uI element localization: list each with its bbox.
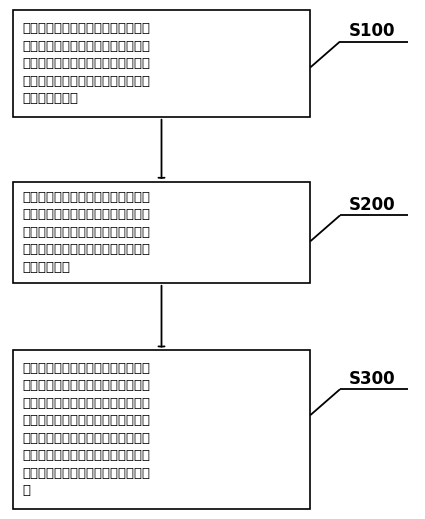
- Text: S300: S300: [348, 370, 395, 388]
- Text: S200: S200: [348, 196, 395, 214]
- Text: S100: S100: [348, 22, 395, 40]
- Bar: [13, 182, 310, 283]
- Bar: [13, 10, 310, 117]
- Text: 将该机器人当前所在位置的一周环境
距离信息与该机器人当前所在位置的
位置信息相对应的一周环境距离信息
进行匹配，当失败时则将通过惯性导
航装置获取该机器人当前所: 将该机器人当前所在位置的一周环境 距离信息与该机器人当前所在位置的 位置信息相对…: [22, 362, 150, 497]
- Bar: [13, 350, 310, 509]
- Text: 机器人在当前室内地面上行走时，通
过惯性导航装置获取该机器人当前所
在位置的位置信息，并通过红外测距
传感器装置获取当前所在位置的一周
环境距离信息: 机器人在当前室内地面上行走时，通 过惯性导航装置获取该机器人当前所 在位置的位置…: [22, 191, 150, 274]
- Text: 当机器人检测到用户选定当前室内环
境为初次行走环境的确认指令时，则
存储当前室内地面上所有位置点的位
置信息和与每一位置信息相对应的一
周环境距离信息: 当机器人检测到用户选定当前室内环 境为初次行走环境的确认指令时，则 存储当前室内…: [22, 22, 150, 105]
